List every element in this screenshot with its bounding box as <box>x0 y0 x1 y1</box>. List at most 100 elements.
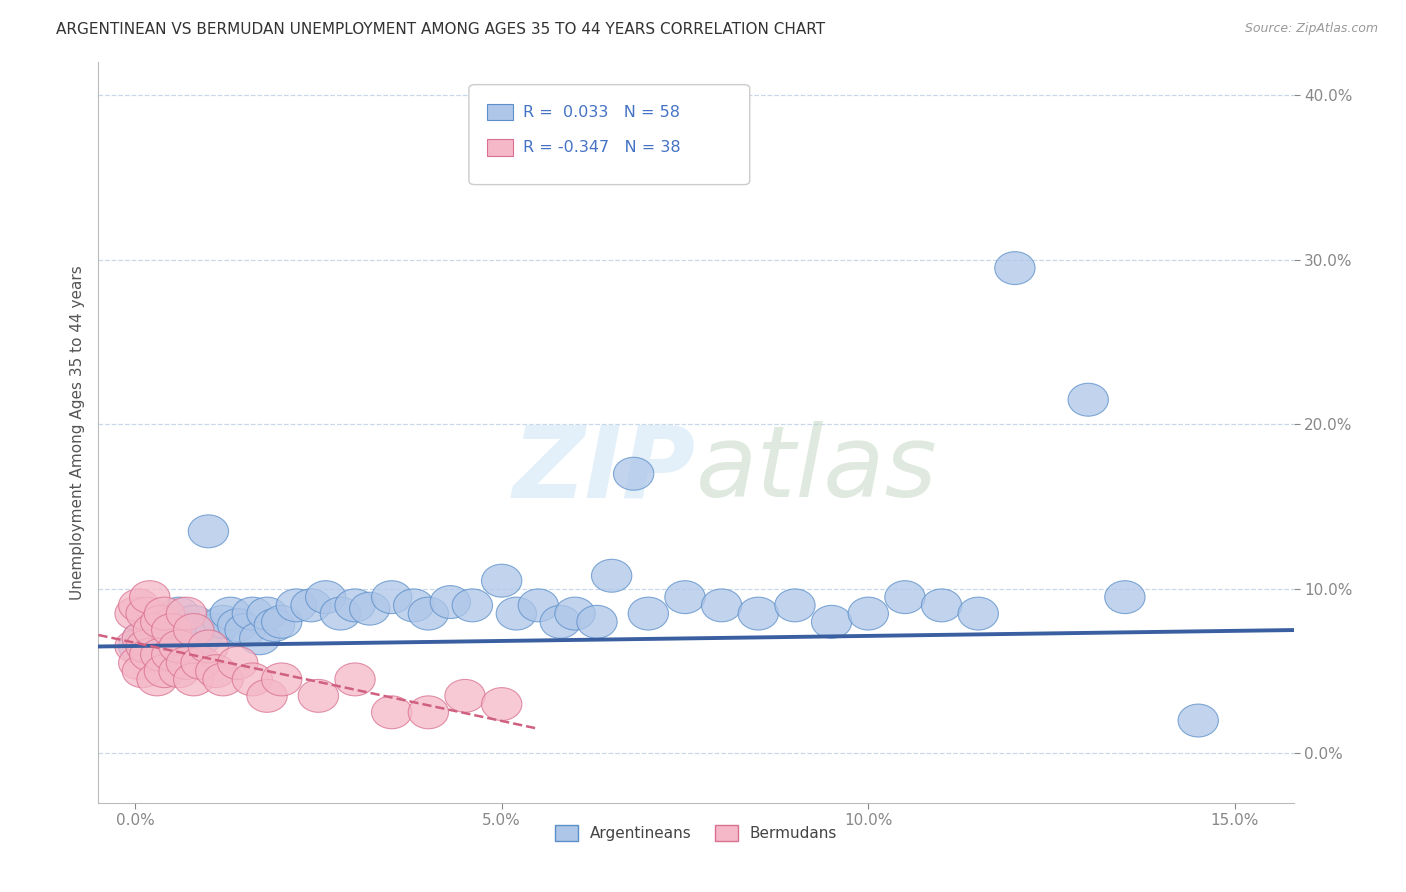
Ellipse shape <box>576 606 617 639</box>
Ellipse shape <box>145 597 184 630</box>
Ellipse shape <box>159 630 200 663</box>
Text: Source: ZipAtlas.com: Source: ZipAtlas.com <box>1244 22 1378 36</box>
Ellipse shape <box>995 252 1035 285</box>
Ellipse shape <box>555 597 595 630</box>
Ellipse shape <box>118 589 159 622</box>
Ellipse shape <box>118 647 159 680</box>
Ellipse shape <box>211 597 250 630</box>
Text: atlas: atlas <box>696 421 938 518</box>
Ellipse shape <box>122 622 163 655</box>
Ellipse shape <box>519 589 558 622</box>
Ellipse shape <box>188 515 229 548</box>
Ellipse shape <box>141 639 181 671</box>
Ellipse shape <box>115 597 155 630</box>
Ellipse shape <box>136 663 177 696</box>
Ellipse shape <box>127 630 166 663</box>
Ellipse shape <box>592 559 631 592</box>
Ellipse shape <box>884 581 925 614</box>
Ellipse shape <box>408 696 449 729</box>
Ellipse shape <box>141 606 181 639</box>
Ellipse shape <box>118 630 159 663</box>
Ellipse shape <box>173 663 214 696</box>
Ellipse shape <box>921 589 962 622</box>
Ellipse shape <box>202 606 243 639</box>
Ellipse shape <box>159 597 200 630</box>
Ellipse shape <box>159 655 200 688</box>
Text: ZIP: ZIP <box>513 421 696 518</box>
FancyBboxPatch shape <box>486 139 513 156</box>
Ellipse shape <box>371 581 412 614</box>
Ellipse shape <box>152 639 191 671</box>
Y-axis label: Unemployment Among Ages 35 to 44 years: Unemployment Among Ages 35 to 44 years <box>69 265 84 600</box>
Ellipse shape <box>195 655 236 688</box>
Ellipse shape <box>291 589 332 622</box>
Ellipse shape <box>276 589 316 622</box>
Ellipse shape <box>957 597 998 630</box>
Ellipse shape <box>335 663 375 696</box>
Ellipse shape <box>122 622 163 655</box>
Ellipse shape <box>408 597 449 630</box>
Ellipse shape <box>188 630 229 663</box>
Ellipse shape <box>225 614 266 647</box>
Ellipse shape <box>481 688 522 721</box>
Ellipse shape <box>173 606 214 639</box>
Ellipse shape <box>305 581 346 614</box>
FancyBboxPatch shape <box>470 85 749 185</box>
Ellipse shape <box>181 647 221 680</box>
Ellipse shape <box>335 589 375 622</box>
Ellipse shape <box>811 606 852 639</box>
Ellipse shape <box>702 589 742 622</box>
Ellipse shape <box>262 663 302 696</box>
Ellipse shape <box>166 597 207 630</box>
Ellipse shape <box>134 614 173 647</box>
Ellipse shape <box>254 608 294 641</box>
Ellipse shape <box>350 592 389 625</box>
Ellipse shape <box>166 647 207 680</box>
Ellipse shape <box>665 581 706 614</box>
Ellipse shape <box>134 630 173 663</box>
Ellipse shape <box>394 589 434 622</box>
Ellipse shape <box>152 622 191 655</box>
Text: R =  0.033   N = 58: R = 0.033 N = 58 <box>523 104 679 120</box>
Ellipse shape <box>496 597 537 630</box>
Ellipse shape <box>141 639 181 671</box>
Ellipse shape <box>453 589 492 622</box>
Ellipse shape <box>145 655 184 688</box>
Ellipse shape <box>613 458 654 491</box>
Ellipse shape <box>181 622 221 655</box>
Ellipse shape <box>540 606 581 639</box>
Ellipse shape <box>239 622 280 655</box>
Ellipse shape <box>127 597 166 630</box>
Ellipse shape <box>247 597 287 630</box>
Ellipse shape <box>127 625 166 658</box>
Ellipse shape <box>444 680 485 713</box>
Ellipse shape <box>1178 704 1219 737</box>
Ellipse shape <box>232 663 273 696</box>
Ellipse shape <box>481 565 522 597</box>
Ellipse shape <box>430 586 471 618</box>
Legend: Argentineans, Bermudans: Argentineans, Bermudans <box>548 819 844 847</box>
FancyBboxPatch shape <box>486 103 513 120</box>
Ellipse shape <box>298 680 339 713</box>
Text: R = -0.347   N = 38: R = -0.347 N = 38 <box>523 140 681 155</box>
Ellipse shape <box>129 618 170 651</box>
Ellipse shape <box>202 663 243 696</box>
Ellipse shape <box>173 614 214 647</box>
Ellipse shape <box>1069 384 1108 417</box>
Ellipse shape <box>129 639 170 671</box>
Ellipse shape <box>129 581 170 614</box>
Ellipse shape <box>1105 581 1144 614</box>
Ellipse shape <box>628 597 668 630</box>
Ellipse shape <box>152 614 191 647</box>
Ellipse shape <box>122 655 163 688</box>
Ellipse shape <box>218 608 257 641</box>
Ellipse shape <box>371 696 412 729</box>
Ellipse shape <box>262 606 302 639</box>
Ellipse shape <box>247 680 287 713</box>
Ellipse shape <box>166 614 207 647</box>
Ellipse shape <box>738 597 779 630</box>
Text: ARGENTINEAN VS BERMUDAN UNEMPLOYMENT AMONG AGES 35 TO 44 YEARS CORRELATION CHART: ARGENTINEAN VS BERMUDAN UNEMPLOYMENT AMO… <box>56 22 825 37</box>
Ellipse shape <box>148 606 188 639</box>
Ellipse shape <box>115 630 155 663</box>
Ellipse shape <box>848 597 889 630</box>
